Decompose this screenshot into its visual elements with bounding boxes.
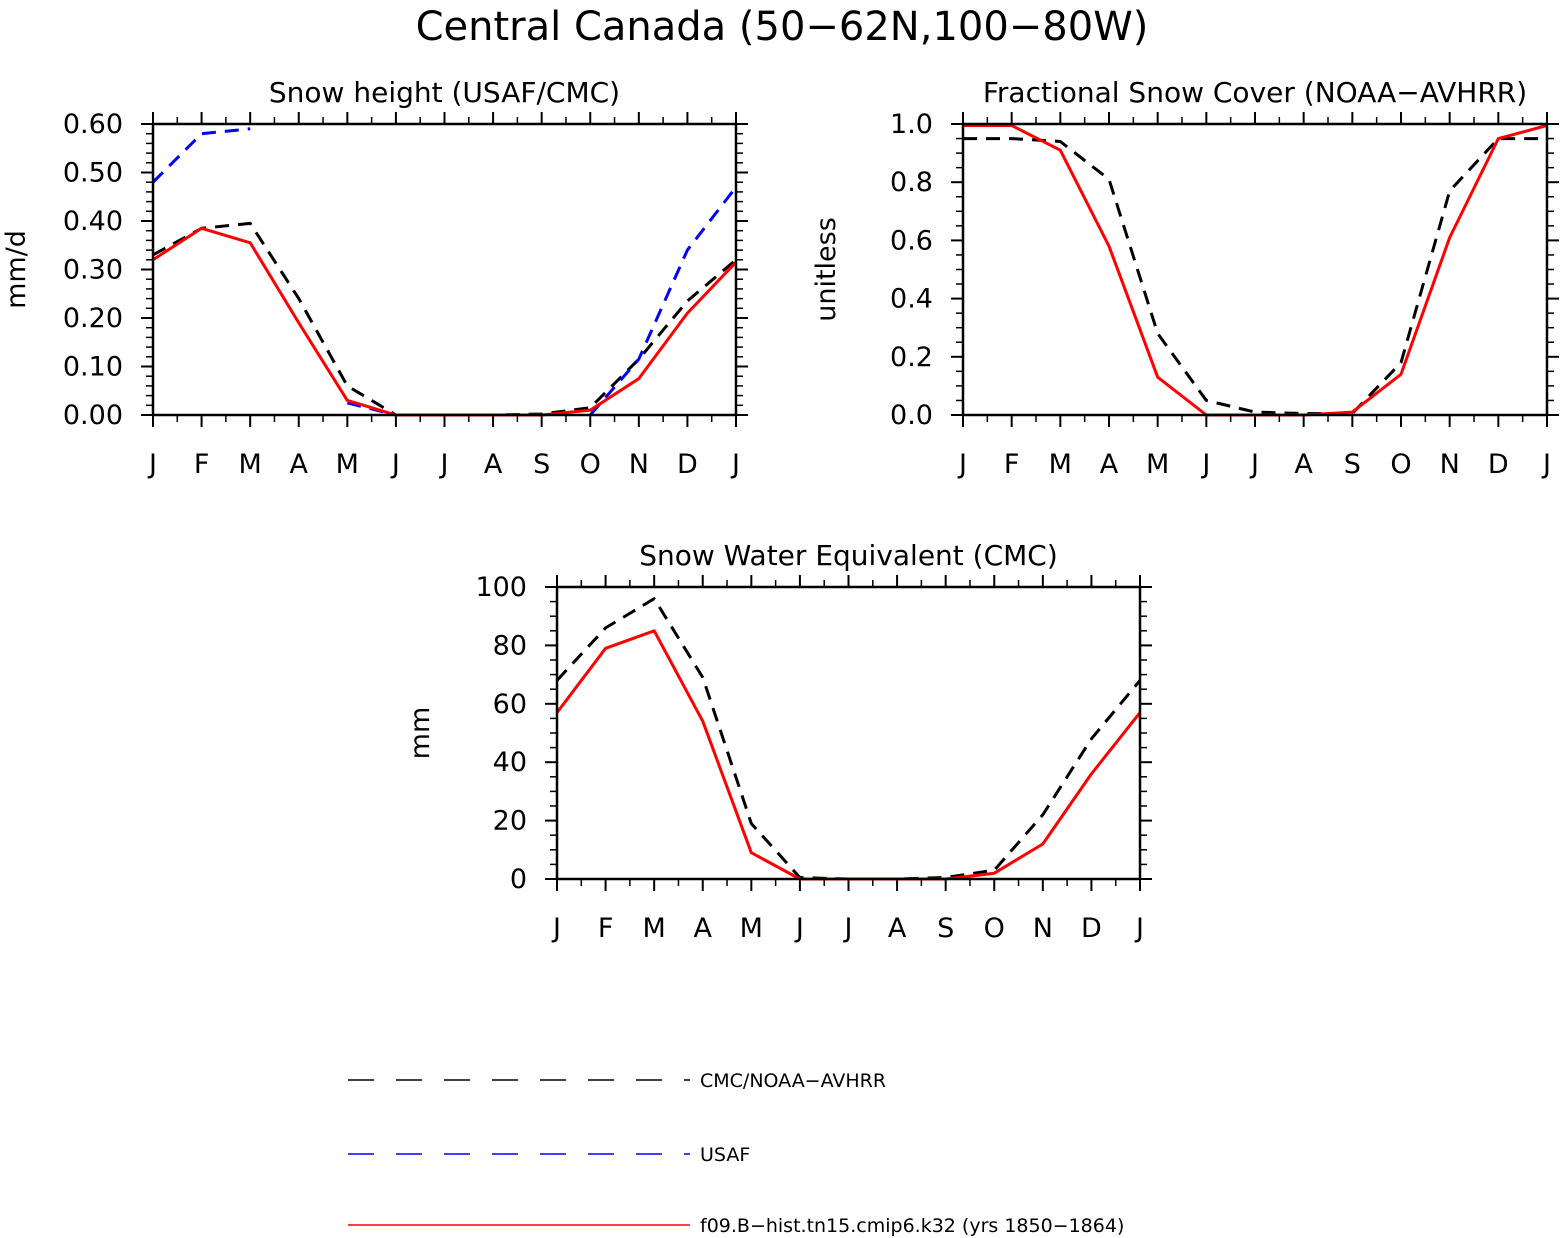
snow-cover-x-tick-label: S [1344,449,1361,480]
legend-label-cmc: CMC/NOAA−AVHRR [700,1070,886,1092]
swe-y-tick-label: 20 [493,806,527,837]
snow-cover-y-tick-label: 0.0 [890,400,933,431]
snow-height-series-cmc [152,221,737,417]
snow-height-y-tick-label: 0.30 [63,255,123,286]
swe-y-tick-label: 0 [510,864,527,895]
snow-height-x-tick-label: A [484,449,503,480]
swe-frame [555,585,1142,881]
swe-y-axis-label: mm [405,707,436,760]
snow-cover-x-tick-label: J [1541,449,1551,480]
snow-height-x-tick-label: M [336,449,359,480]
snow-height-y-tick-label: 0.00 [63,400,123,431]
snow-height-x-tick-label: J [439,449,449,480]
swe-x-tick-label: S [937,913,954,944]
snow-cover-x-tick-label: M [1146,449,1169,480]
swe-x-tick-label: M [643,913,666,944]
snow-height-title: Snow height (USAF/CMC) [269,76,620,109]
snow-cover-y-axis-label: unitless [811,217,842,322]
snow-cover-y-tick-label: 0.2 [890,342,933,373]
snow-cover-x-tick-label: D [1488,449,1509,480]
snow-cover-y-tick-label: 0.6 [890,225,933,256]
snow-height-x-tick-label: J [730,449,740,480]
snow-height-x-tick-label: F [194,449,210,480]
snow-height-y-tick-label: 0.40 [63,206,123,237]
snow-height-y-tick-label: 0.50 [63,158,123,189]
swe-x-tick-label: M [740,913,763,944]
snow-height-series-usaf [151,127,251,184]
snow-height-frame [151,122,738,417]
snow-height-y-tick-label: 0.60 [63,109,123,140]
swe-x-tick-label: F [598,913,614,944]
swe-x-tick-label: J [551,913,561,944]
swe-y-tick-label: 100 [475,572,527,603]
snow-height-x-tick-label: M [239,449,262,480]
swe-x-tick-label: A [888,913,907,944]
swe-panel: Snow Water Equivalent (CMC)mmJ F M A M J J A S O N… [405,539,1152,944]
legend: CMC/NOAA−AVHRR USAF f09.B−hist.tn15.cmip… [348,1070,1124,1237]
snow-height-x-tick-label: O [580,449,601,480]
snow-cover-frame [961,122,1549,417]
snow-cover-y-tick-label: 1.0 [890,109,933,140]
snow-cover-y-tick-label: 0.8 [890,167,933,198]
snow-cover-x-tick-label: J [957,449,967,480]
snow-cover-series-model [963,124,1548,417]
swe-series-cmc [555,597,1142,881]
snow-height-x-tick-label: A [290,449,309,480]
snow-height-x-tick-label: J [147,449,157,480]
swe-x-tick-label: J [794,913,804,944]
snow-cover-x-tick-label: A [1100,449,1119,480]
snow-height-y-tick-label: 0.20 [63,303,123,334]
snow-height-panel: Snow height (USAF/CMC)mm/dJ F M A M J J A S O N D J0… [1,76,748,480]
legend-label-model: f09.B−hist.tn15.cmip6.k32 (yrs 1850−1864… [700,1215,1124,1237]
snow-cover-x-tick-label: A [1294,449,1313,480]
swe-x-tick-label: A [694,913,713,944]
snow-height-y-tick-label: 0.10 [63,352,123,383]
snow-cover-series-cmc [963,137,1547,415]
swe-series-model [555,629,1142,881]
figure-title: Central Canada (50−62N,100−80W) [416,4,1149,50]
snow-cover-x-tick-label: J [1200,449,1210,480]
snow-cover-y-tick-label: 0.4 [890,284,933,315]
snow-cover-x-tick-label: O [1390,449,1411,480]
snow-cover-x-tick-label: F [1004,449,1020,480]
swe-x-tick-label: J [1134,913,1144,944]
snow-height-x-tick-label: J [390,449,400,480]
snow-cover-panel: Fractional Snow Cover (NOAA−AVHRR) unitle… [811,76,1559,480]
snow-height-series-model [152,226,738,417]
swe-y-tick-label: 40 [493,747,527,778]
swe-x-tick-label: J [843,913,853,944]
snow-height-x-tick-label: S [533,449,550,480]
snow-cover-x-tick-label: J [1249,449,1259,480]
snow-cover-title: Fractional Snow Cover (NOAA−AVHRR) [983,76,1527,109]
snow-height-x-tick-label: D [677,449,698,480]
snow-cover-x-tick-label: N [1440,449,1460,480]
snow-height-y-axis-label: mm/d [1,230,32,309]
snow-height-x-tick-label: N [629,449,649,480]
swe-x-tick-label: O [984,913,1005,944]
swe-x-tick-label: D [1081,913,1102,944]
snow-height-series-usaf [589,186,738,416]
swe-x-tick-label: N [1033,913,1053,944]
swe-y-tick-label: 80 [493,630,527,661]
swe-y-tick-label: 60 [493,689,527,720]
snow-cover-x-tick-label: M [1049,449,1072,480]
swe-title: Snow Water Equivalent (CMC) [639,539,1058,572]
legend-label-usaf: USAF [700,1144,750,1166]
